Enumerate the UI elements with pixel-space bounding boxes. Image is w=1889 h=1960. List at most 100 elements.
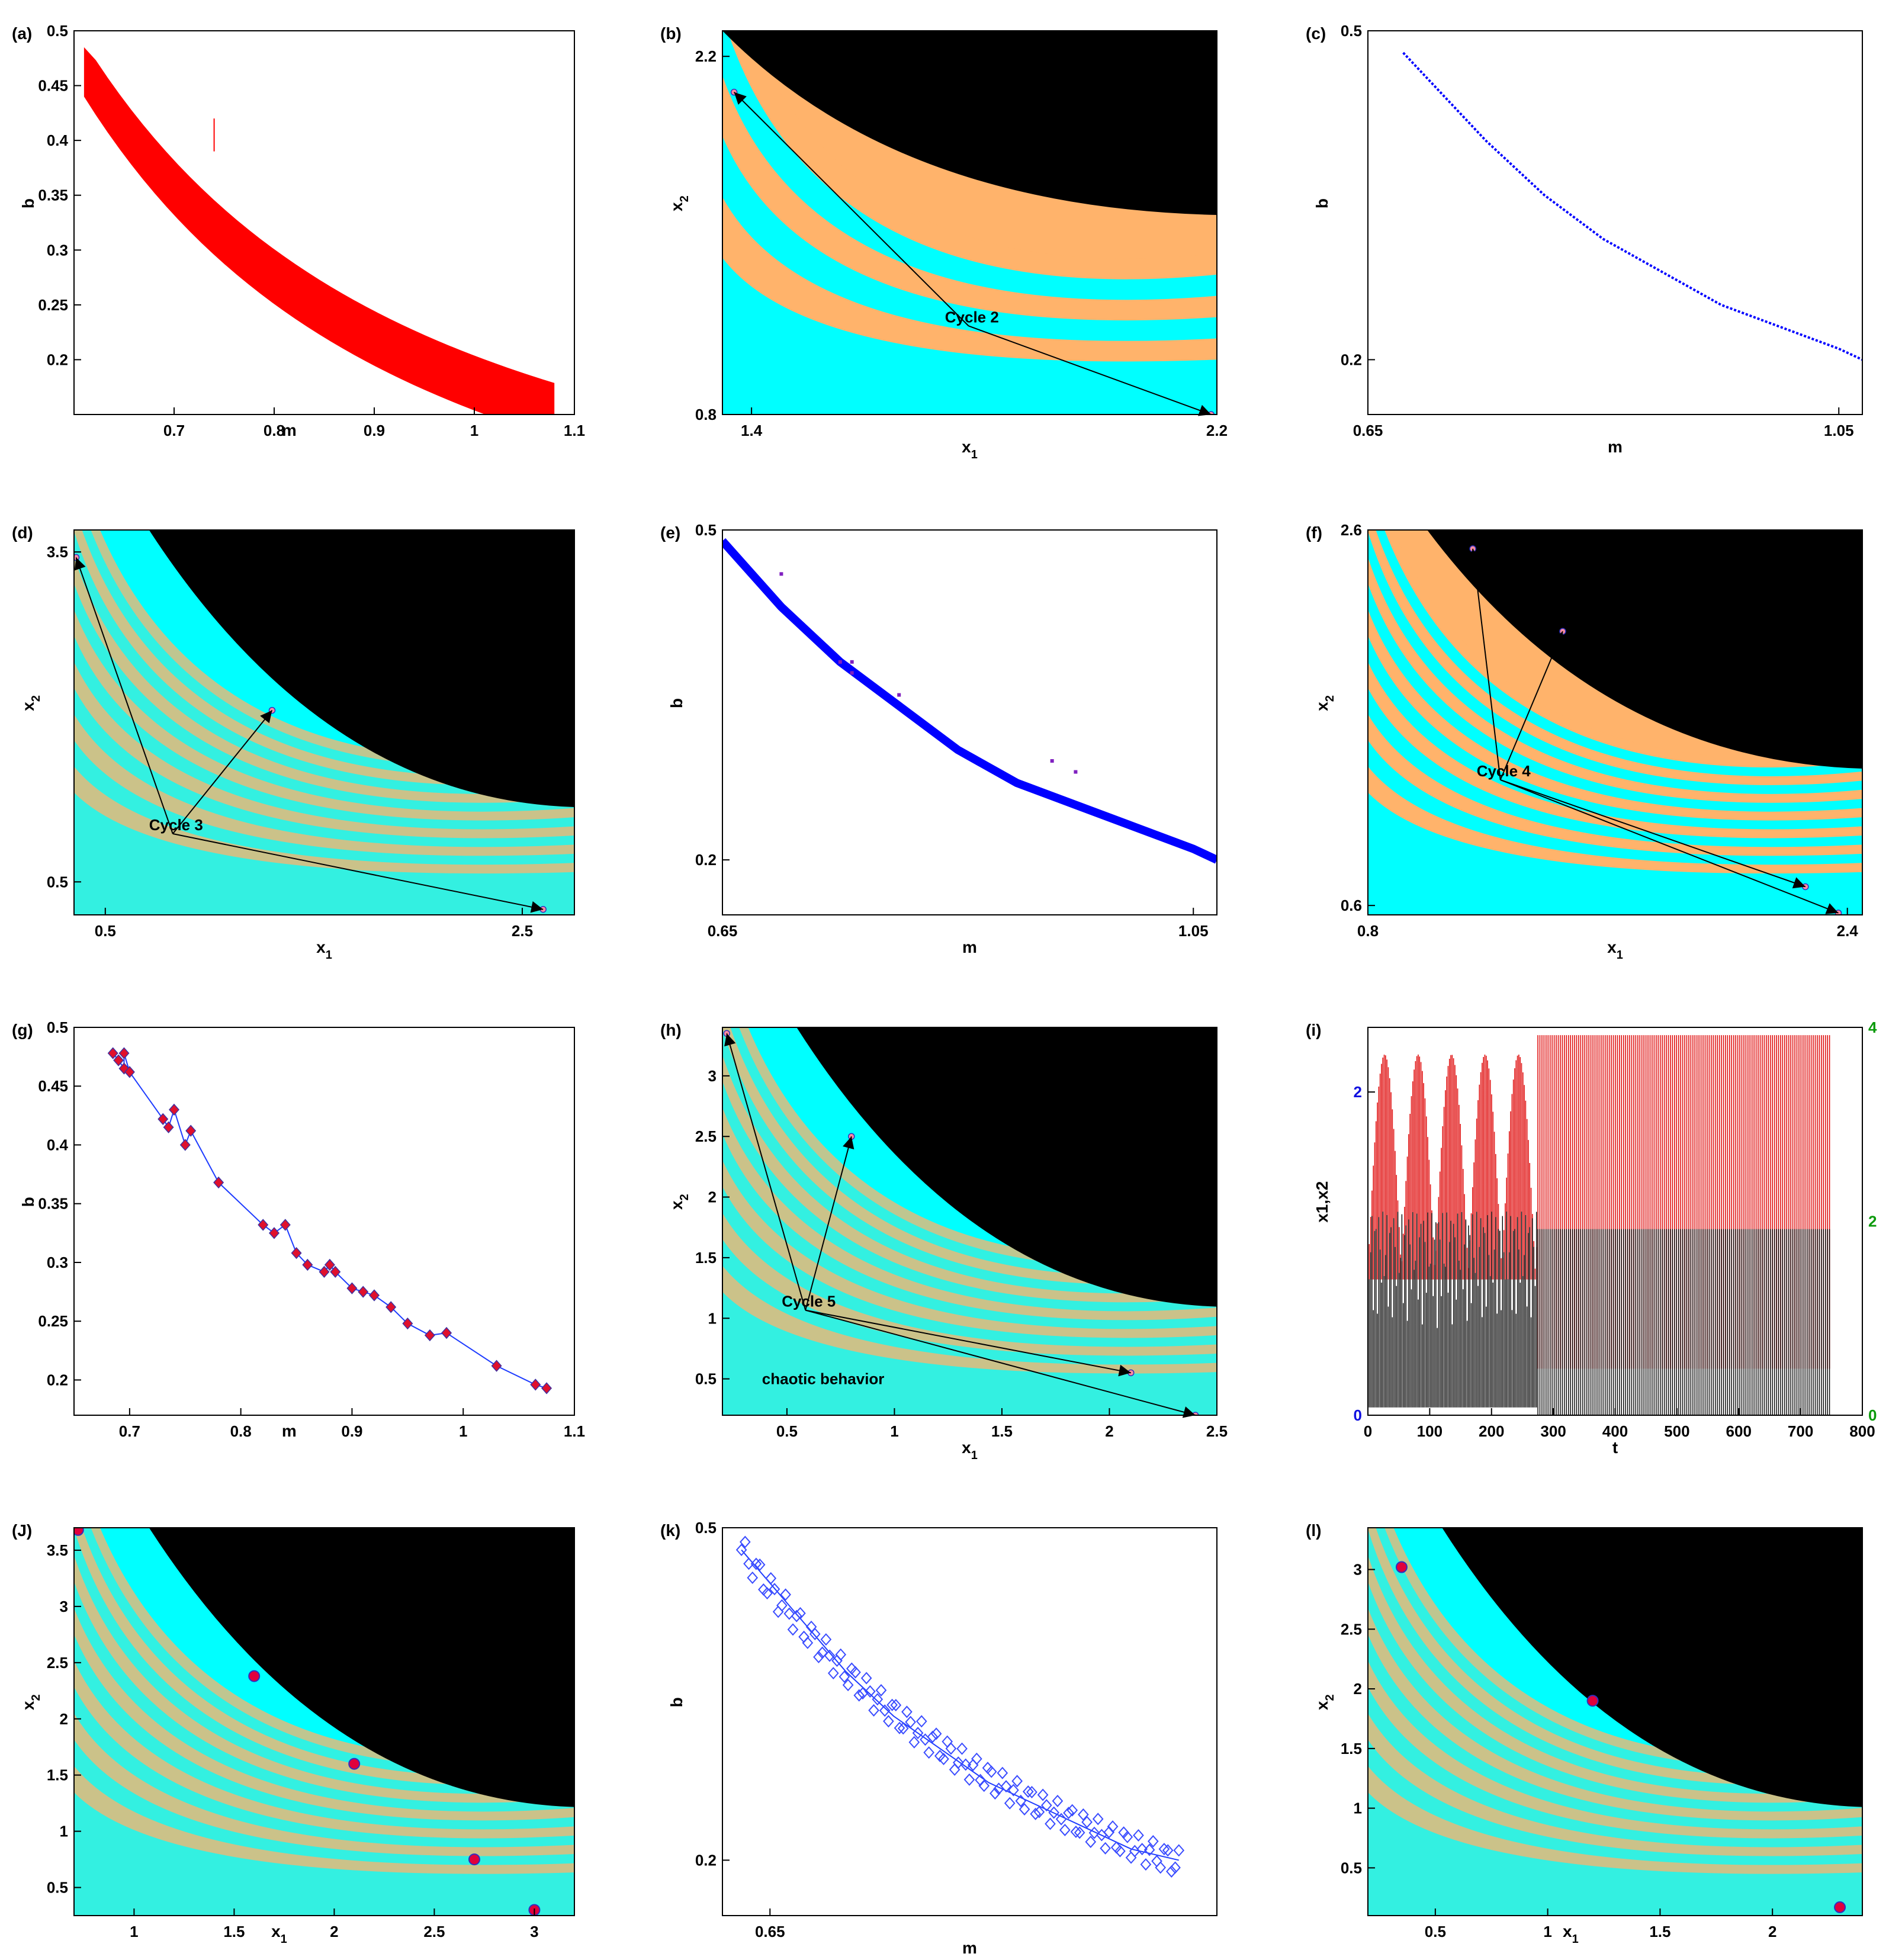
diamond-marker: [1037, 1788, 1049, 1801]
y-axis-label: b: [19, 198, 37, 208]
y-axis-label: x2: [19, 1694, 43, 1710]
y-tick-label: 2.5: [47, 1654, 68, 1672]
y-axis-label: b: [1313, 198, 1331, 208]
y-axis-label: x2: [1313, 695, 1337, 711]
x-tick-label: 2.5: [512, 922, 533, 940]
annotation-arrow: [172, 709, 273, 834]
y-tick-label: 3: [60, 1598, 68, 1615]
diamond-marker: [956, 1742, 968, 1755]
y-tick-label: 3: [1354, 1561, 1362, 1579]
y-tick-label: 0.3: [47, 1254, 68, 1271]
x-axis-label: x1: [1563, 1922, 1579, 1946]
cycle-marker: [107, 1047, 118, 1059]
diamond-marker: [886, 1698, 898, 1711]
diamond-marker: [1000, 1780, 1012, 1793]
diamond-marker: [735, 1543, 747, 1556]
annotation-label: Cycle 2: [945, 308, 999, 326]
basin-band: [74, 1792, 574, 1916]
panel-l: 0.5 1 1.5 2 0.5 1 1.5 2 2.5 3 (l) x1 x2: [1306, 1521, 1863, 1946]
x-tick-label: 400: [1602, 1422, 1628, 1440]
y-tick-label: 0.5: [695, 1519, 717, 1537]
panel-tag: (J): [12, 1521, 32, 1540]
y-axis-label: x2: [667, 195, 691, 211]
diamond-marker: [901, 1705, 913, 1718]
x-tick-label: 1.05: [1178, 922, 1209, 940]
cycle-marker: [168, 1103, 180, 1116]
basin-band: [1368, 1792, 1862, 1916]
x-tick-label: 800: [1849, 1422, 1875, 1440]
diamond-marker: [839, 1670, 850, 1683]
diamond-marker: [1133, 1829, 1144, 1842]
y-tick-label: 0.45: [38, 77, 68, 95]
diamond-marker: [963, 1773, 975, 1786]
diamond-marker: [1078, 1808, 1089, 1821]
panel-e: 0.65 1.05 0.2 0.5 (e) m b: [660, 521, 1217, 956]
escape-region: [149, 1528, 574, 1807]
diamond-marker: [853, 1689, 865, 1702]
diamond-marker: [971, 1752, 982, 1765]
diamond-marker: [798, 1630, 809, 1643]
cycle-marker: [185, 1124, 197, 1137]
diamond-marker: [1122, 1830, 1133, 1843]
x-tick-label: 600: [1726, 1422, 1752, 1440]
diamond-marker: [1008, 1784, 1019, 1797]
panel-frame: [722, 1027, 1217, 1416]
x-tick-label: 1.05: [1824, 422, 1854, 439]
diamond-marker: [762, 1587, 773, 1600]
panel-frame: [722, 30, 1217, 415]
outlier-point: [850, 671, 854, 675]
x-tick-label: 1.5: [1649, 1923, 1670, 1940]
panel-c-plot-area: [1402, 52, 1862, 361]
cycle-marker: [402, 1318, 413, 1330]
x1-series: [1368, 1212, 1830, 1415]
cycle-point: [74, 1528, 84, 1536]
y-tick-label: 1.5: [1341, 1740, 1362, 1757]
outlier-point: [850, 660, 854, 664]
diamond-marker: [780, 1588, 791, 1601]
panel-h: 0.5 1 1.5 2 2.5 0.5 1 1.5 2 2.5 3 (h) x1 x2 Cycle 5 cha…: [660, 1021, 1228, 1462]
outlier-point: [1050, 759, 1054, 763]
x-tick-label: 2.2: [1206, 422, 1228, 439]
cycle-path: [112, 1053, 547, 1389]
y-tick-label: 0.25: [38, 296, 68, 314]
diamond-marker: [1048, 1806, 1060, 1819]
y-tick-label: 0.25: [38, 1312, 68, 1330]
diamond-marker: [776, 1599, 788, 1612]
panel-tag: (k): [660, 1521, 680, 1540]
y-tick-label: 3.5: [47, 543, 68, 561]
diamond-marker: [997, 1766, 1008, 1779]
y2-tick-label: 0: [1868, 1406, 1877, 1424]
diamond-marker: [827, 1667, 839, 1680]
y-tick-label: 0.2: [1341, 351, 1362, 368]
y-tick-label: 1: [1354, 1800, 1362, 1817]
x-tick-label: 700: [1788, 1422, 1813, 1440]
y-axis-label: x2: [1313, 1694, 1337, 1710]
stability-curve: [722, 538, 1217, 864]
cycle-marker: [158, 1113, 169, 1125]
diamond-marker: [930, 1727, 942, 1740]
cycle-marker: [330, 1265, 341, 1278]
annotation-arrow: [805, 1309, 1131, 1377]
x-axis-label: m: [282, 1422, 297, 1440]
x-tick-label: 0.8: [1357, 922, 1379, 940]
panel-frame: [73, 1027, 575, 1416]
diamond-marker: [985, 1765, 997, 1778]
cycle-marker: [424, 1329, 435, 1342]
y-tick-label: 0.4: [47, 131, 69, 149]
diamond-marker: [772, 1605, 784, 1618]
diamond-marker: [1173, 1844, 1185, 1857]
diamond-marker: [783, 1607, 795, 1620]
annotation-arrow: [805, 1136, 854, 1310]
diamond-marker: [938, 1753, 949, 1766]
diamond-marker: [1114, 1845, 1126, 1858]
annotation-label: Cycle 5: [782, 1293, 836, 1310]
x-tick-label: 0.65: [708, 922, 738, 940]
diamond-marker: [945, 1742, 957, 1755]
diamond-marker: [1019, 1802, 1030, 1816]
y-axis-label: x2: [667, 1194, 691, 1210]
y-tick-label: 1: [708, 1309, 717, 1327]
cycle-marker: [179, 1139, 191, 1151]
diamond-marker: [1100, 1842, 1111, 1855]
